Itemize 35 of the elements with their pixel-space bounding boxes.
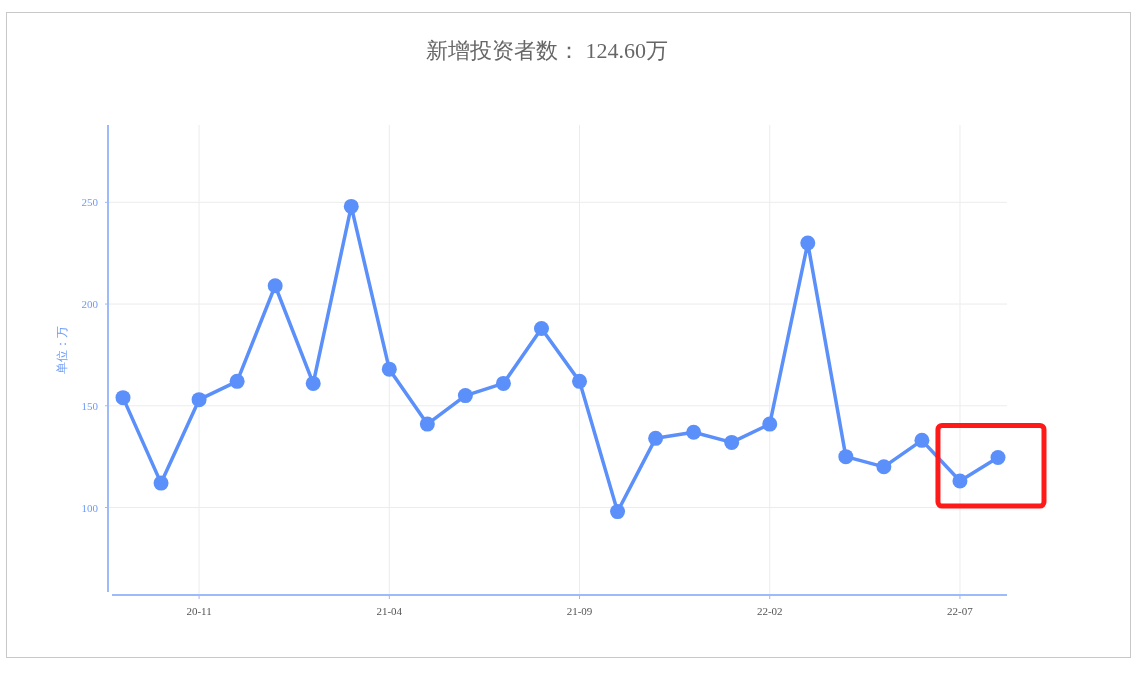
- point: [952, 473, 968, 489]
- point: [762, 416, 778, 432]
- point: [115, 390, 131, 406]
- point: [419, 416, 435, 432]
- x-tick-label: 21-09: [566, 605, 593, 617]
- x-tick-label: 21-04: [376, 605, 403, 617]
- y-tick-label: 250: [81, 196, 99, 209]
- point: [343, 198, 359, 214]
- point: [990, 449, 1006, 465]
- point: [914, 432, 930, 448]
- point: [381, 361, 397, 377]
- point: [800, 235, 816, 251]
- point: [876, 459, 892, 475]
- y-tick-label: 200: [81, 298, 99, 311]
- point: [153, 475, 169, 491]
- point: [229, 373, 245, 389]
- chart-title: 新增投资者数： 124.60万: [426, 38, 668, 63]
- y-tick-label: 150: [81, 399, 99, 412]
- point: [648, 430, 664, 446]
- y-tick-label: 100: [81, 501, 99, 514]
- x-tick-label: 22-02: [756, 605, 783, 617]
- point: [610, 504, 626, 520]
- point: [305, 375, 321, 391]
- point: [838, 449, 854, 465]
- x-tick-label: 20-11: [186, 605, 212, 617]
- point: [533, 320, 549, 336]
- x-tick-label: 22-07: [947, 605, 974, 617]
- point: [191, 392, 207, 408]
- point: [457, 388, 473, 404]
- point: [495, 375, 511, 391]
- y-axis-title: 单位：万: [55, 326, 69, 374]
- point: [724, 434, 740, 450]
- point: [572, 373, 588, 389]
- point: [686, 424, 702, 440]
- point: [267, 278, 283, 294]
